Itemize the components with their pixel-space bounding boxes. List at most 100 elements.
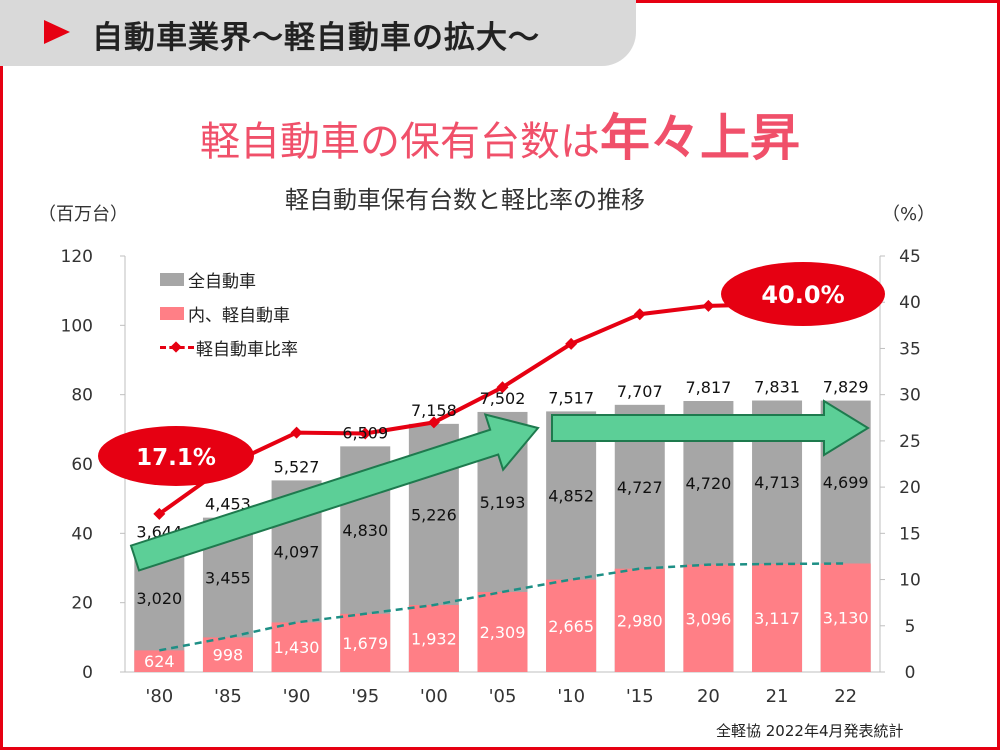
source-note: 全軽協 2022年4月発表統計 [716, 722, 904, 740]
right-axis-unit: （%） [882, 204, 936, 225]
right-tick-label: 20 [899, 478, 921, 498]
callout-start-label: 17.1% [136, 445, 216, 471]
non-kei-value-label: 4,830 [342, 521, 388, 540]
total-value-label: 7,158 [411, 401, 457, 420]
legend-label-kei: 内、軽自動車 [188, 305, 290, 326]
kei-bar [820, 563, 871, 672]
right-tick-label: 15 [899, 524, 921, 544]
ratio-point [633, 308, 646, 321]
kei-bar [683, 564, 734, 672]
right-tick-label: 45 [899, 247, 921, 267]
growth-trend-arrow [129, 413, 540, 572]
x-tick-label: '00 [420, 686, 448, 707]
headline-part2: 年々上昇 [600, 109, 800, 167]
left-tick-label: 100 [61, 316, 93, 336]
kei-trend-line [159, 562, 846, 652]
left-tick-label: 0 [82, 663, 93, 683]
kei-value-label: 1,430 [274, 638, 320, 657]
total-value-label: 7,502 [480, 389, 526, 408]
left-tick-label: 20 [71, 594, 93, 614]
header-band: 自動車業界～軽自動車の拡大～ [0, 0, 636, 66]
x-tick-label: '05 [489, 686, 517, 707]
kei-value-label: 1,932 [411, 630, 457, 649]
callout-end-label: 40.0% [761, 281, 844, 309]
left-tick-label: 40 [71, 524, 93, 544]
headline: 軽自動車の保有台数は年々上昇 [0, 98, 1000, 170]
kei-value-label: 2,309 [480, 623, 526, 642]
non-kei-value-label: 4,097 [274, 542, 320, 561]
header-arrow-icon [44, 20, 70, 44]
non-kei-value-label: 5,226 [411, 505, 457, 524]
right-tick-label: 25 [899, 432, 921, 452]
left-axis-unit: （百万台） [38, 204, 128, 225]
right-tick-label: 0 [905, 663, 916, 683]
left-tick-label: 80 [71, 386, 93, 406]
total-value-label: 7,517 [548, 388, 594, 407]
kei-bar [752, 563, 803, 672]
total-value-label: 7,707 [617, 382, 663, 401]
non-kei-value-label: 3,020 [136, 589, 182, 608]
x-tick-label: '10 [557, 686, 585, 707]
non-kei-value-label: 4,720 [686, 474, 732, 493]
legend-label-total: 全自動車 [188, 271, 256, 292]
kei-value-label: 3,130 [823, 609, 869, 628]
kei-bar [477, 591, 528, 672]
ratio-point [290, 426, 303, 439]
kei-value-label: 3,117 [754, 609, 800, 628]
callout-end-bubble [721, 262, 885, 326]
right-tick-label: 5 [905, 617, 916, 637]
legend-swatch-kei [160, 306, 184, 320]
x-tick-label: '85 [214, 686, 242, 707]
non-kei-value-label: 4,852 [548, 487, 594, 506]
ratio-point [565, 337, 578, 350]
header-title: 自動車業界～軽自動車の拡大～ [92, 20, 540, 56]
ratio-point [153, 507, 166, 520]
kei-bar [271, 622, 322, 672]
callout-start-bubble [98, 426, 254, 486]
kei-bar [546, 579, 597, 672]
legend-item-ratio: 軽自動車比率 [160, 330, 298, 364]
x-tick-label: 20 [697, 686, 720, 707]
ratio-point [359, 427, 372, 440]
kei-value-label: 2,980 [617, 611, 663, 630]
non-kei-value-label: 3,455 [205, 569, 251, 588]
total-value-label: 7,829 [823, 378, 869, 397]
x-tick-label: 22 [834, 686, 857, 707]
legend-label-ratio: 軽自動車比率 [196, 339, 298, 360]
left-tick-label: 120 [61, 247, 93, 267]
chart-legend: 全自動車 内、軽自動車 軽自動車比率 [160, 262, 298, 364]
kei-bar [202, 637, 253, 672]
x-tick-label: '80 [145, 686, 173, 707]
right-tick-label: 10 [899, 571, 921, 591]
kei-bar [340, 613, 391, 672]
x-tick-label: '15 [626, 686, 654, 707]
kei-bar [408, 605, 459, 672]
legend-swatch-total [160, 272, 184, 286]
ratio-point [702, 299, 715, 312]
kei-bar [614, 568, 665, 672]
right-tick-label: 35 [899, 339, 921, 359]
kei-value-label: 624 [144, 652, 175, 671]
non-kei-value-label: 4,699 [823, 473, 869, 492]
right-tick-label: 30 [899, 386, 921, 406]
non-kei-value-label: 5,193 [480, 493, 526, 512]
plateau-trend-arrow [551, 399, 870, 457]
kei-bar [134, 650, 185, 672]
total-value-label: 5,527 [274, 457, 320, 476]
ratio-point [496, 381, 509, 394]
legend-item-kei: 内、軽自動車 [160, 296, 298, 330]
total-value-label: 4,453 [205, 495, 251, 514]
kei-value-label: 998 [213, 646, 244, 665]
total-value-label: 7,831 [754, 378, 800, 397]
left-tick-label: 60 [71, 455, 93, 475]
non-kei-value-label: 4,713 [754, 473, 800, 492]
legend-item-total: 全自動車 [160, 262, 298, 296]
x-tick-label: 21 [766, 686, 789, 707]
kei-value-label: 1,679 [342, 634, 388, 653]
right-tick-label: 40 [899, 293, 921, 313]
total-value-label: 7,817 [686, 378, 732, 397]
non-kei-value-label: 4,727 [617, 478, 663, 497]
total-value-label: 6,509 [342, 423, 388, 442]
headline-part1: 軽自動車の保有台数は [200, 119, 600, 165]
